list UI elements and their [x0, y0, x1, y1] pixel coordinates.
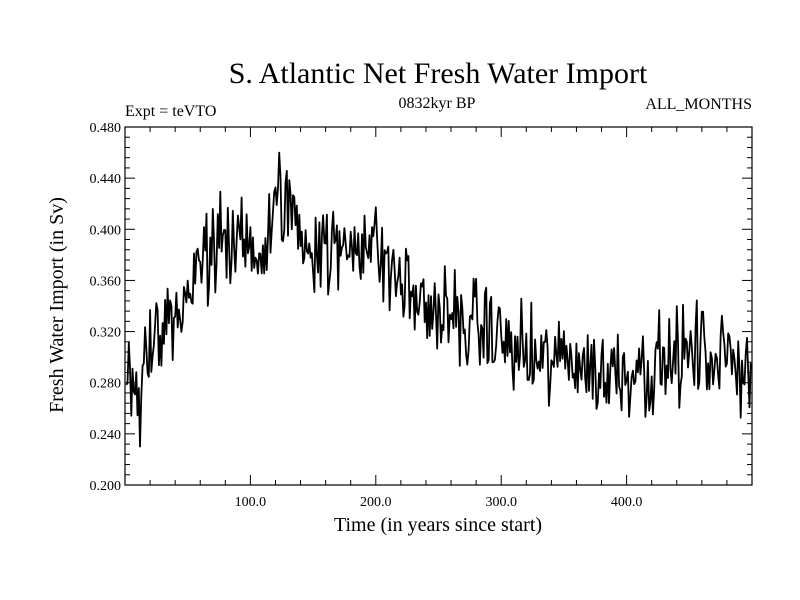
axis-ticks	[125, 127, 752, 485]
chart-subtitle-left: Expt = teVTO	[125, 103, 216, 120]
axis-tick-labels: 100.0 200.0 300.0 400.0 0.200 0.240 0.280 0.320…	[90, 121, 643, 510]
plot-frame	[124, 126, 753, 486]
y-tick-label: 0.280	[90, 377, 122, 392]
y-tick-label: 0.200	[90, 479, 122, 494]
chart-subtitle-right: ALL_MONTHS	[645, 96, 752, 113]
x-tick-label: 300.0	[485, 495, 517, 510]
x-axis-title: Time (in years since start)	[334, 514, 542, 536]
x-tick-label: 400.0	[611, 495, 643, 510]
y-tick-label: 0.360	[90, 274, 122, 289]
y-tick-label: 0.400	[90, 223, 122, 238]
y-tick-label: 0.480	[90, 121, 122, 136]
y-tick-label: 0.440	[90, 172, 122, 187]
y-axis-title: Fresh Water Import (in Sv)	[46, 197, 68, 413]
y-tick-label: 0.240	[90, 428, 122, 443]
x-tick-label: 100.0	[235, 495, 267, 510]
chart-subtitle-center: 0832kyr BP	[399, 95, 476, 112]
y-tick-label: 0.320	[90, 326, 122, 341]
chart-title: S. Atlantic Net Fresh Water Import	[229, 57, 648, 90]
series-line	[125, 151, 752, 448]
x-tick-label: 200.0	[360, 495, 392, 510]
